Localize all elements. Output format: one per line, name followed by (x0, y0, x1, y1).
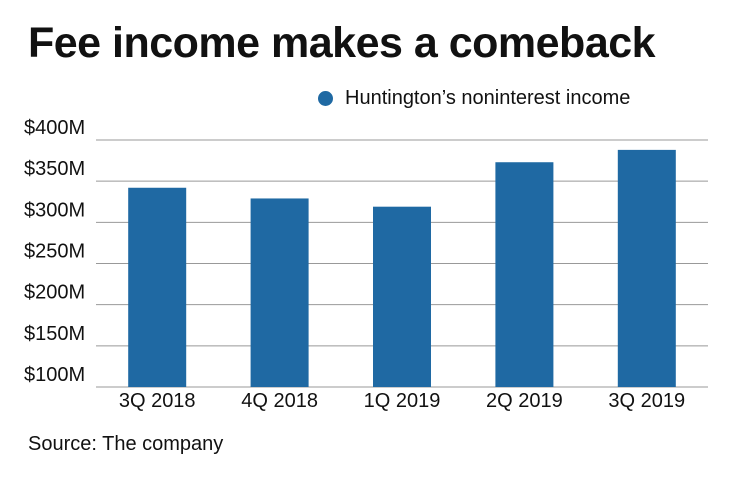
bar (495, 162, 554, 387)
bar (250, 198, 309, 387)
bar (617, 149, 676, 387)
y-tick-label: $400M (24, 117, 85, 139)
y-tick-label: $200M (24, 282, 85, 304)
legend-swatch (318, 90, 333, 106)
source-note: Source: The company (28, 433, 224, 455)
x-tick-label: 3Q 2019 (608, 390, 685, 412)
x-tick-label: 1Q 2019 (364, 390, 441, 412)
y-tick-label: $350M (24, 158, 85, 180)
bar (373, 206, 431, 387)
bar (128, 187, 187, 387)
y-tick-label: $150M (24, 323, 85, 345)
x-tick-label: 2Q 2019 (486, 390, 563, 412)
x-tick-label: 3Q 2018 (119, 390, 196, 412)
y-tick-label: $300M (24, 199, 85, 221)
y-tick-label: $250M (24, 241, 85, 263)
legend: Huntington’s noninterest income (318, 86, 630, 110)
x-tick-label: 4Q 2018 (241, 390, 318, 412)
legend-label: Huntington’s noninterest income (345, 87, 631, 109)
y-tick-label: $100M (24, 364, 85, 386)
chart-title: Fee income makes a comeback (28, 19, 656, 67)
